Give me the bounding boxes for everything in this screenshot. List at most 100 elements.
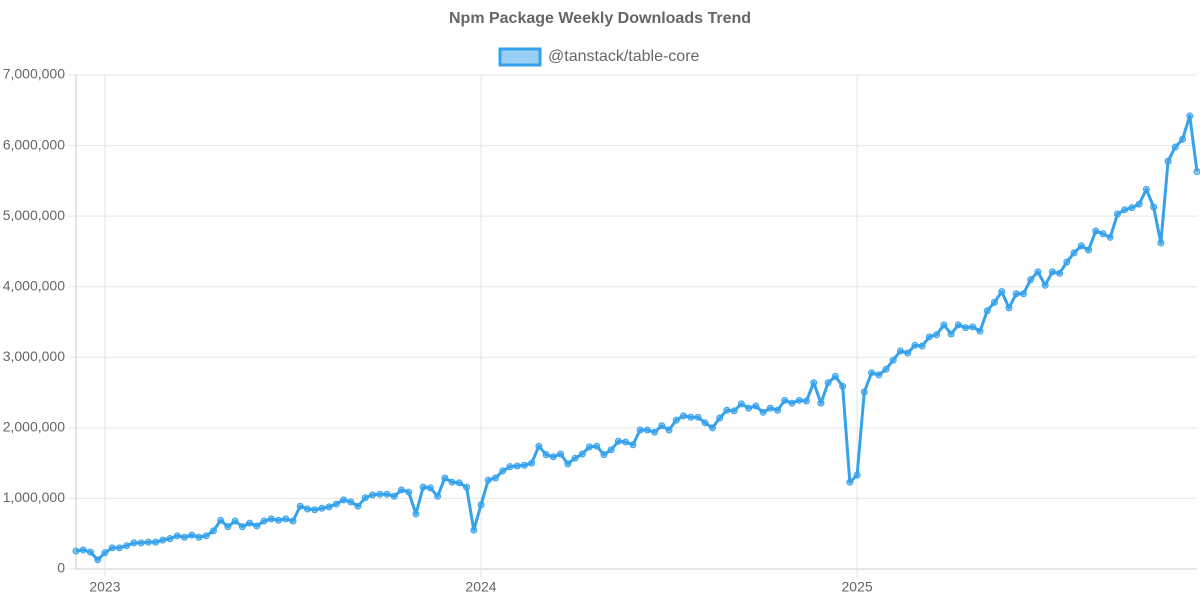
data-point	[166, 535, 174, 543]
data-point	[578, 450, 586, 458]
data-point	[882, 365, 890, 373]
data-point	[1193, 168, 1200, 176]
data-point	[491, 474, 499, 482]
data-point	[1164, 157, 1172, 165]
data-point	[795, 396, 803, 404]
data-point	[1056, 269, 1064, 277]
data-point	[477, 501, 485, 509]
data-point	[224, 523, 232, 531]
y-tick-label: 4,000,000	[3, 277, 65, 293]
data-point	[397, 486, 405, 494]
data-point	[434, 492, 442, 500]
data-point	[629, 441, 637, 449]
data-point	[658, 422, 666, 430]
data-point	[868, 369, 876, 377]
data-point	[361, 494, 369, 502]
data-point	[506, 463, 514, 471]
y-tick-label: 1,000,000	[3, 489, 65, 505]
data-point	[694, 413, 702, 421]
data-point	[123, 542, 131, 550]
data-point	[152, 538, 160, 546]
data-point	[549, 453, 557, 461]
data-point	[643, 426, 651, 434]
data-point	[723, 406, 731, 414]
data-point	[405, 488, 413, 496]
data-point	[557, 450, 565, 458]
data-point	[448, 478, 456, 486]
data-point	[159, 536, 167, 544]
data-point	[72, 547, 80, 555]
chart-title: Npm Package Weekly Downloads Trend	[449, 10, 751, 27]
data-point	[86, 548, 94, 556]
data-point	[419, 483, 427, 491]
data-point	[1121, 206, 1129, 214]
data-point	[1070, 249, 1078, 257]
data-point	[282, 515, 290, 523]
data-point	[875, 371, 883, 379]
data-point	[976, 327, 984, 335]
data-point	[311, 506, 319, 514]
data-point	[542, 451, 550, 459]
data-point	[998, 288, 1006, 296]
y-tick-label: 0	[57, 560, 65, 576]
data-point	[1150, 203, 1158, 211]
data-point	[79, 546, 87, 554]
data-point	[889, 356, 897, 364]
data-point	[911, 341, 919, 349]
data-point	[188, 531, 196, 539]
data-point	[470, 526, 478, 534]
data-point	[954, 321, 962, 329]
data-point	[831, 372, 839, 380]
y-tick-label: 7,000,000	[3, 66, 65, 82]
data-point	[1171, 143, 1179, 151]
data-point	[1012, 290, 1020, 298]
legend-label: @tanstack/table-core	[548, 48, 700, 65]
data-point	[267, 515, 275, 523]
data-point	[708, 424, 716, 432]
data-point	[788, 399, 796, 407]
data-point	[426, 484, 434, 492]
data-point	[701, 419, 709, 427]
data-point	[332, 500, 340, 508]
data-point	[484, 476, 492, 484]
data-point	[195, 533, 203, 541]
data-point	[1048, 268, 1056, 276]
data-point	[383, 490, 391, 498]
data-point	[231, 517, 239, 525]
data-point	[325, 503, 333, 511]
data-line	[75, 114, 1199, 562]
data-point	[1128, 204, 1136, 212]
data-point	[990, 298, 998, 306]
data-point	[1099, 230, 1107, 238]
data-point	[275, 516, 283, 524]
x-tick-label: 2025	[842, 579, 873, 595]
data-point	[752, 402, 760, 410]
data-point	[810, 379, 818, 387]
data-point	[687, 413, 695, 421]
data-point	[499, 467, 507, 475]
data-point	[766, 404, 774, 412]
data-point	[340, 496, 348, 504]
data-point	[802, 397, 810, 405]
data-point	[745, 404, 753, 412]
data-point	[463, 483, 471, 491]
data-point	[614, 437, 622, 445]
data-point	[1077, 242, 1085, 250]
data-point	[622, 438, 630, 446]
data-point	[1019, 290, 1027, 298]
data-point	[513, 462, 521, 470]
data-point	[947, 330, 955, 338]
data-point	[564, 460, 572, 468]
data-point	[853, 471, 861, 479]
data-point	[983, 307, 991, 315]
data-point	[918, 342, 926, 350]
data-point	[390, 492, 398, 500]
data-point	[933, 331, 941, 339]
data-point	[860, 388, 868, 396]
data-point	[1186, 112, 1194, 120]
data-point	[737, 400, 745, 408]
data-point	[716, 414, 724, 422]
data-point	[173, 532, 181, 540]
data-point	[824, 379, 832, 387]
data-point	[1142, 185, 1150, 193]
